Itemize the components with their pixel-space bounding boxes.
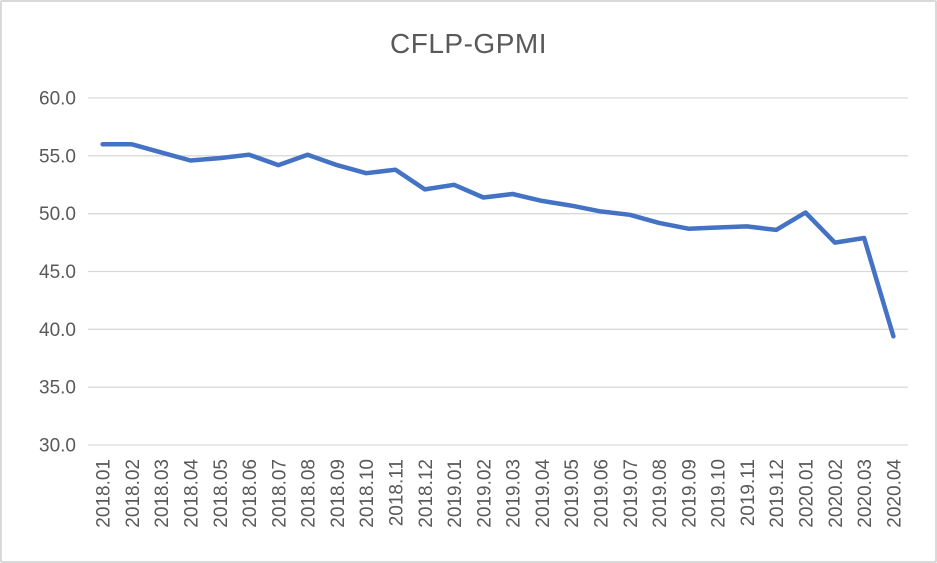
x-axis-tick-label: 2019.06 [592,459,613,528]
x-axis-tick-label: 2019.10 [709,459,730,528]
x-axis-tick-label: 2018.06 [240,459,261,528]
x-axis-tick-label: 2019.01 [445,459,466,528]
x-axis-tick-label: 2019.02 [474,459,495,528]
x-axis-tick-label: 2018.04 [182,459,203,528]
y-axis-tick-label: 35.0 [39,378,76,399]
chart-title: CFLP-GPMI [390,28,547,59]
y-axis-tick-label: 40.0 [39,320,76,341]
x-axis-tick-label: 2019.05 [562,459,583,528]
x-axis-tick-label: 2020.03 [855,459,876,528]
x-axis-tick-label: 2018.11 [387,459,408,526]
x-axis-tick-label: 2020.01 [797,459,818,528]
x-axis-tick-label: 2018.10 [357,459,378,528]
x-axis-tick-label: 2020.04 [884,459,905,528]
y-axis-tick-label: 45.0 [39,262,76,283]
y-axis-tick-label: 50.0 [39,204,76,225]
x-axis-tick-label: 2018.02 [123,459,144,528]
x-axis-tick-label: 2018.07 [269,459,290,528]
x-axis-tick-label: 2019.03 [504,459,525,528]
x-axis-tick-label: 2019.09 [679,459,700,528]
x-axis-tick-label: 2019.11 [738,459,759,526]
y-axis-tick-label: 55.0 [39,146,76,167]
x-axis-tick-label: 2019.04 [533,459,554,528]
x-axis-tick-label: 2018.03 [152,459,173,528]
x-axis-tick-label: 2019.07 [621,459,642,528]
x-axis-tick-label: 2018.08 [299,459,320,528]
x-axis-tick-label: 2018.01 [94,459,115,528]
y-axis-tick-label: 30.0 [39,436,76,457]
y-axis-tick-label: 60.0 [39,89,76,110]
x-axis-tick-label: 2020.02 [826,459,847,528]
x-axis-tick-label: 2018.09 [328,459,349,528]
x-axis-tick-label: 2019.08 [650,459,671,528]
x-axis-tick-label: 2019.12 [767,459,788,528]
x-axis-tick-label: 2018.12 [416,459,437,528]
series-line-cflp-gpmi [100,142,896,339]
x-axis-tick-label: 2018.05 [211,459,232,528]
